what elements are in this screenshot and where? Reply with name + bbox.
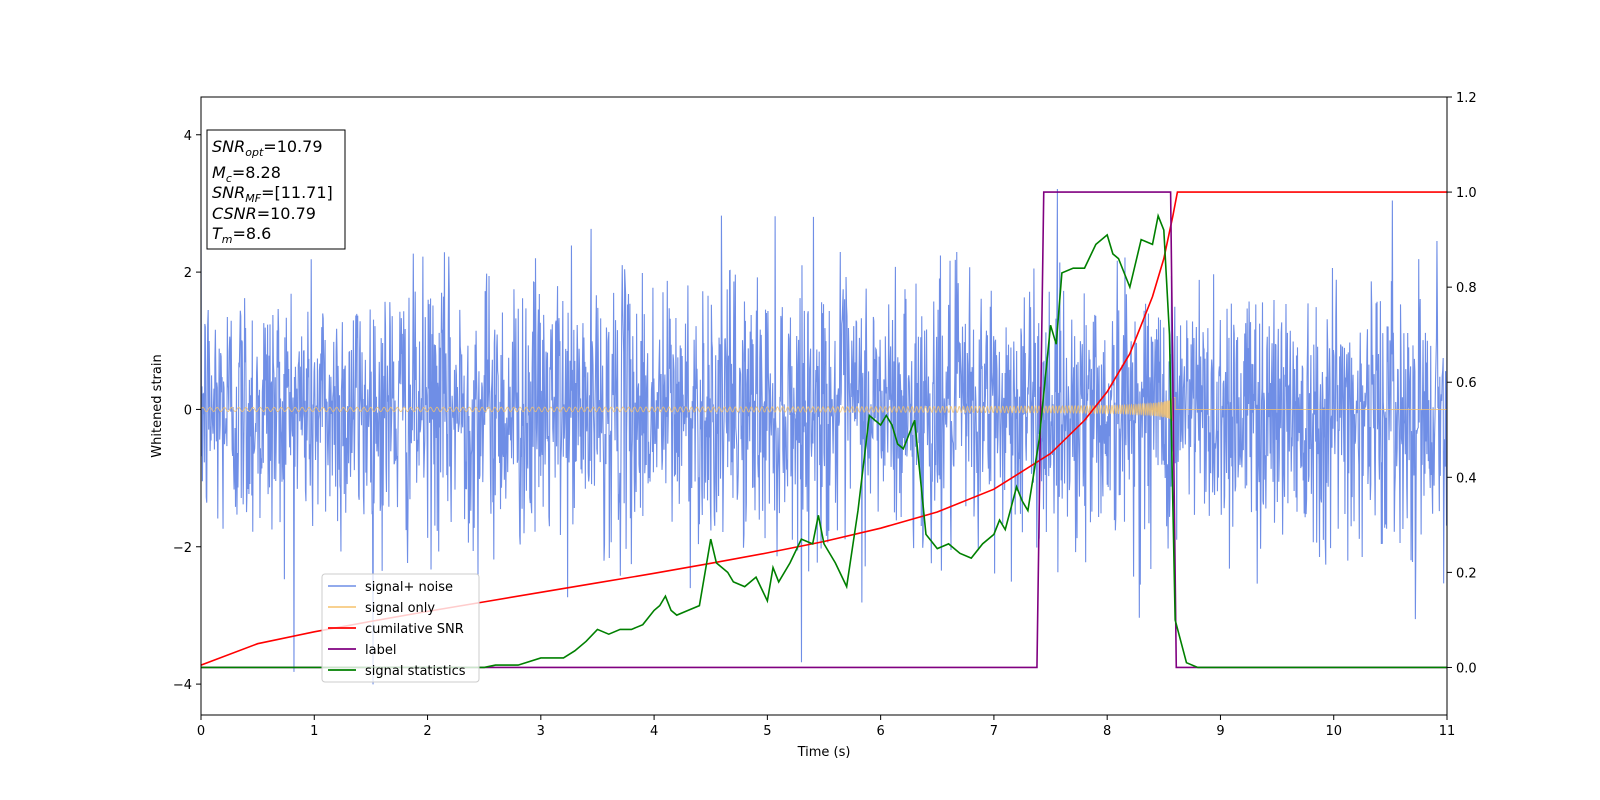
plot-frame	[200, 96, 1448, 716]
info-line: SNRMF=[11.71]	[212, 183, 333, 205]
info-var: CSNR	[212, 204, 257, 223]
legend-entry: label	[365, 643, 396, 658]
info-value: =8.28	[232, 163, 281, 182]
y-axis-left: −4 −2 0 2 4	[173, 129, 201, 693]
info-value: =10.79	[263, 137, 322, 156]
info-sub: c	[226, 172, 232, 185]
legend-entry: signal+ noise	[365, 580, 453, 595]
info-line: Tm=8.6	[212, 224, 271, 246]
y2-tick-label: 0.4	[1456, 471, 1477, 486]
x-tick-label: 11	[1439, 724, 1456, 739]
x-tick-label: 7	[990, 724, 998, 739]
info-var: T	[212, 224, 223, 243]
series-signal-statistics	[201, 213, 1447, 669]
info-var: SNR	[212, 183, 245, 202]
info-box-frame	[206, 129, 346, 250]
x-tick-label: 10	[1325, 724, 1342, 739]
y-tick-label: 0	[184, 403, 192, 418]
x-tick-label: 2	[423, 724, 431, 739]
info-box: SNRopt=10.79Mc=8.28SNRMF=[11.71]CSNR=10.…	[206, 129, 346, 250]
y2-tick-label: 0.0	[1456, 661, 1477, 676]
legend: signal+ noise signal only cumilative SNR la…	[321, 573, 480, 683]
x-axis: 0 1 2 3 4 5 6 7 8 9 10 11	[197, 715, 1455, 739]
y-tick-label: −2	[173, 541, 192, 556]
legend-entry: cumilative SNR	[365, 622, 464, 637]
info-value: =10.79	[257, 204, 316, 223]
y-tick-label: 4	[184, 129, 192, 144]
y2-tick-label: 1.2	[1456, 91, 1477, 106]
legend-entry: signal only	[365, 601, 435, 616]
y-tick-label: −4	[173, 678, 192, 693]
y-axis-label: Whitened strain	[150, 354, 165, 457]
info-sub: MF	[245, 192, 261, 205]
x-tick-label: 1	[310, 724, 318, 739]
x-tick-label: 4	[650, 724, 658, 739]
x-tick-label: 5	[763, 724, 771, 739]
x-tick-label: 8	[1103, 724, 1111, 739]
info-sub: m	[222, 233, 233, 246]
x-tick-label: 3	[537, 724, 545, 739]
y2-tick-label: 1.0	[1456, 186, 1477, 201]
info-value: =[11.71]	[261, 183, 333, 202]
info-sub: opt	[245, 146, 264, 159]
info-line: CSNR=10.79	[212, 204, 316, 223]
info-line: SNRopt=10.79	[212, 137, 323, 159]
series-signal-only	[201, 397, 1447, 421]
x-axis-label: Time (s)	[797, 745, 851, 760]
info-line: Mc=8.28	[212, 163, 281, 185]
info-value: =8.6	[233, 224, 272, 243]
x-tick-label: 9	[1216, 724, 1224, 739]
series-signal-noise	[201, 188, 1447, 685]
y2-tick-label: 0.8	[1456, 281, 1477, 296]
legend-entry: signal statistics	[365, 664, 466, 679]
x-tick-label: 6	[876, 724, 884, 739]
y2-tick-label: 0.6	[1456, 376, 1477, 391]
info-var: M	[212, 163, 226, 182]
y-tick-label: 2	[184, 266, 192, 281]
y2-tick-label: 0.2	[1456, 566, 1477, 581]
info-var: SNR	[212, 137, 245, 156]
legend-frame	[321, 573, 480, 683]
y-axis-right: 0.0 0.2 0.4 0.6 0.8 1.0 1.2	[1447, 91, 1477, 676]
x-tick-label: 0	[197, 724, 205, 739]
